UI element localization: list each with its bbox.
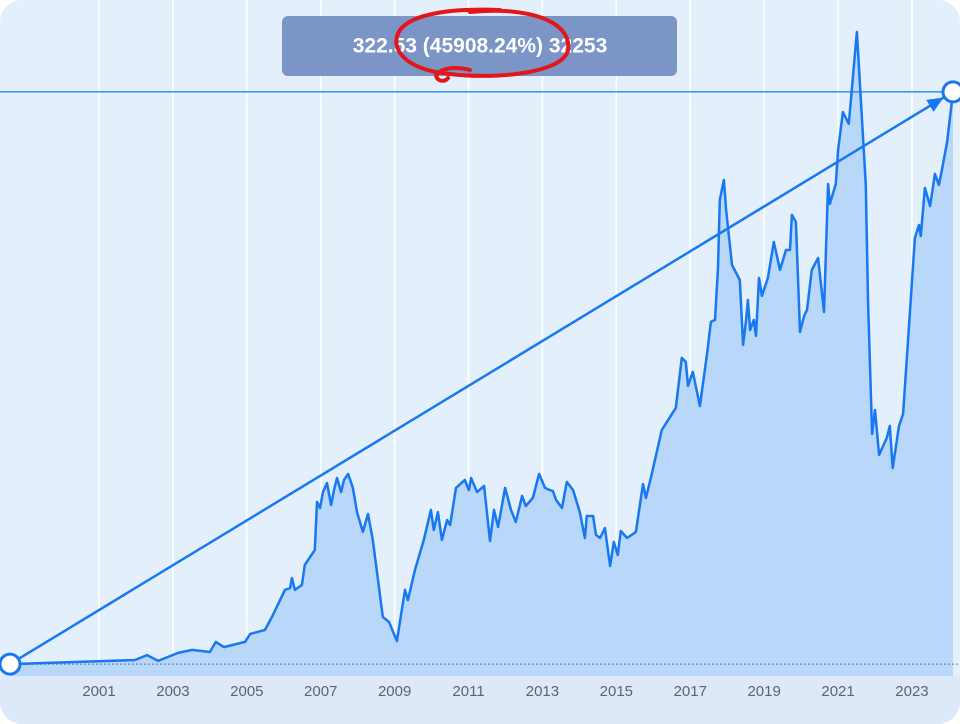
- x-tick-label: 2007: [304, 683, 337, 700]
- measure-arrow: [9, 96, 945, 666]
- arrow-head: [926, 97, 944, 112]
- tooltip-box: [282, 16, 677, 76]
- x-axis-band: [0, 676, 960, 724]
- x-tick-label: 2013: [526, 683, 559, 700]
- x-tick-label: 2017: [674, 683, 707, 700]
- x-tick-label: 2019: [747, 683, 780, 700]
- measure-start-point: [0, 652, 22, 676]
- measure-label: 322.53 (45908.24%) 32253: [353, 35, 608, 58]
- line: [9, 30, 955, 666]
- red-circle-annotation: [394, 7, 571, 83]
- x-tick-label: 2021: [821, 683, 854, 700]
- measure-tooltip: 322.53 (45908.24%) 32253: [282, 7, 677, 83]
- x-tick-label: 2015: [600, 683, 633, 700]
- x-tick-label: 2005: [230, 683, 263, 700]
- x-tick-label: 2023: [895, 683, 928, 700]
- area: [10, 31, 953, 676]
- measure-end-point: [941, 80, 960, 104]
- x-tick-label: 2011: [452, 683, 484, 700]
- x-tick-label: 2003: [156, 683, 189, 700]
- x-tick-label: 2001: [82, 683, 115, 700]
- x-tick-label: 2009: [378, 683, 411, 700]
